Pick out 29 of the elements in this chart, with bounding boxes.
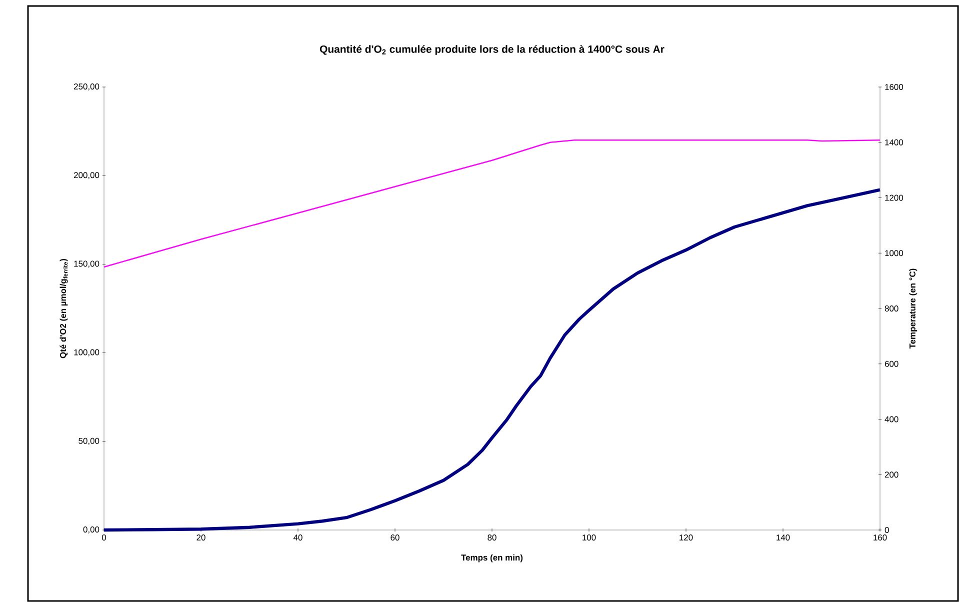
- y2-tick-label: 800: [884, 306, 898, 312]
- y2-tick-label: 600: [884, 360, 898, 367]
- line-series: [103, 140, 881, 268]
- x-tick-label: 60: [390, 534, 400, 541]
- x-tick-label: 20: [196, 534, 206, 541]
- y-tick-label: 250,00: [74, 84, 100, 90]
- y2-tick-label: 0: [884, 527, 889, 533]
- y-axis-title: Qté d'O2 (en µmol/g$_{ferrite}$): [60, 258, 68, 358]
- x-tick-label: 40: [293, 534, 302, 541]
- y-tick-label: 200,00: [74, 172, 100, 180]
- chart-title: Quantité d'O$_{2}$ cumulée produite lors de la réduction à 1400°C sous Ar: [320, 45, 664, 55]
- x-tick-label: 160: [874, 534, 887, 541]
- y2-axis-title: Temperature (en °C): [909, 268, 918, 349]
- y-tick-label: 150,00: [74, 260, 100, 268]
- y2-tick-label: 200: [884, 472, 898, 478]
- y-tick-label: 0,00: [83, 526, 100, 534]
- y2-tick-label: 1600: [885, 84, 904, 90]
- x-tick-label: 0: [102, 534, 106, 541]
- x-tick-label: 140: [776, 534, 790, 541]
- y2-tick-label: 400: [884, 416, 898, 422]
- y-tick-label: 50,00: [78, 438, 100, 445]
- x-tick-label: 100: [582, 534, 596, 541]
- y2-tick-label: 1400: [885, 139, 904, 146]
- y-tick-label: 100,00: [74, 349, 100, 356]
- x-tick-label: 120: [680, 534, 693, 541]
- y2-tick-label: 1200: [885, 194, 904, 201]
- y2-tick-label: 1000: [885, 250, 904, 256]
- x-axis-title: Temps (en min): [461, 554, 523, 562]
- x-tick-label: 80: [488, 534, 496, 541]
